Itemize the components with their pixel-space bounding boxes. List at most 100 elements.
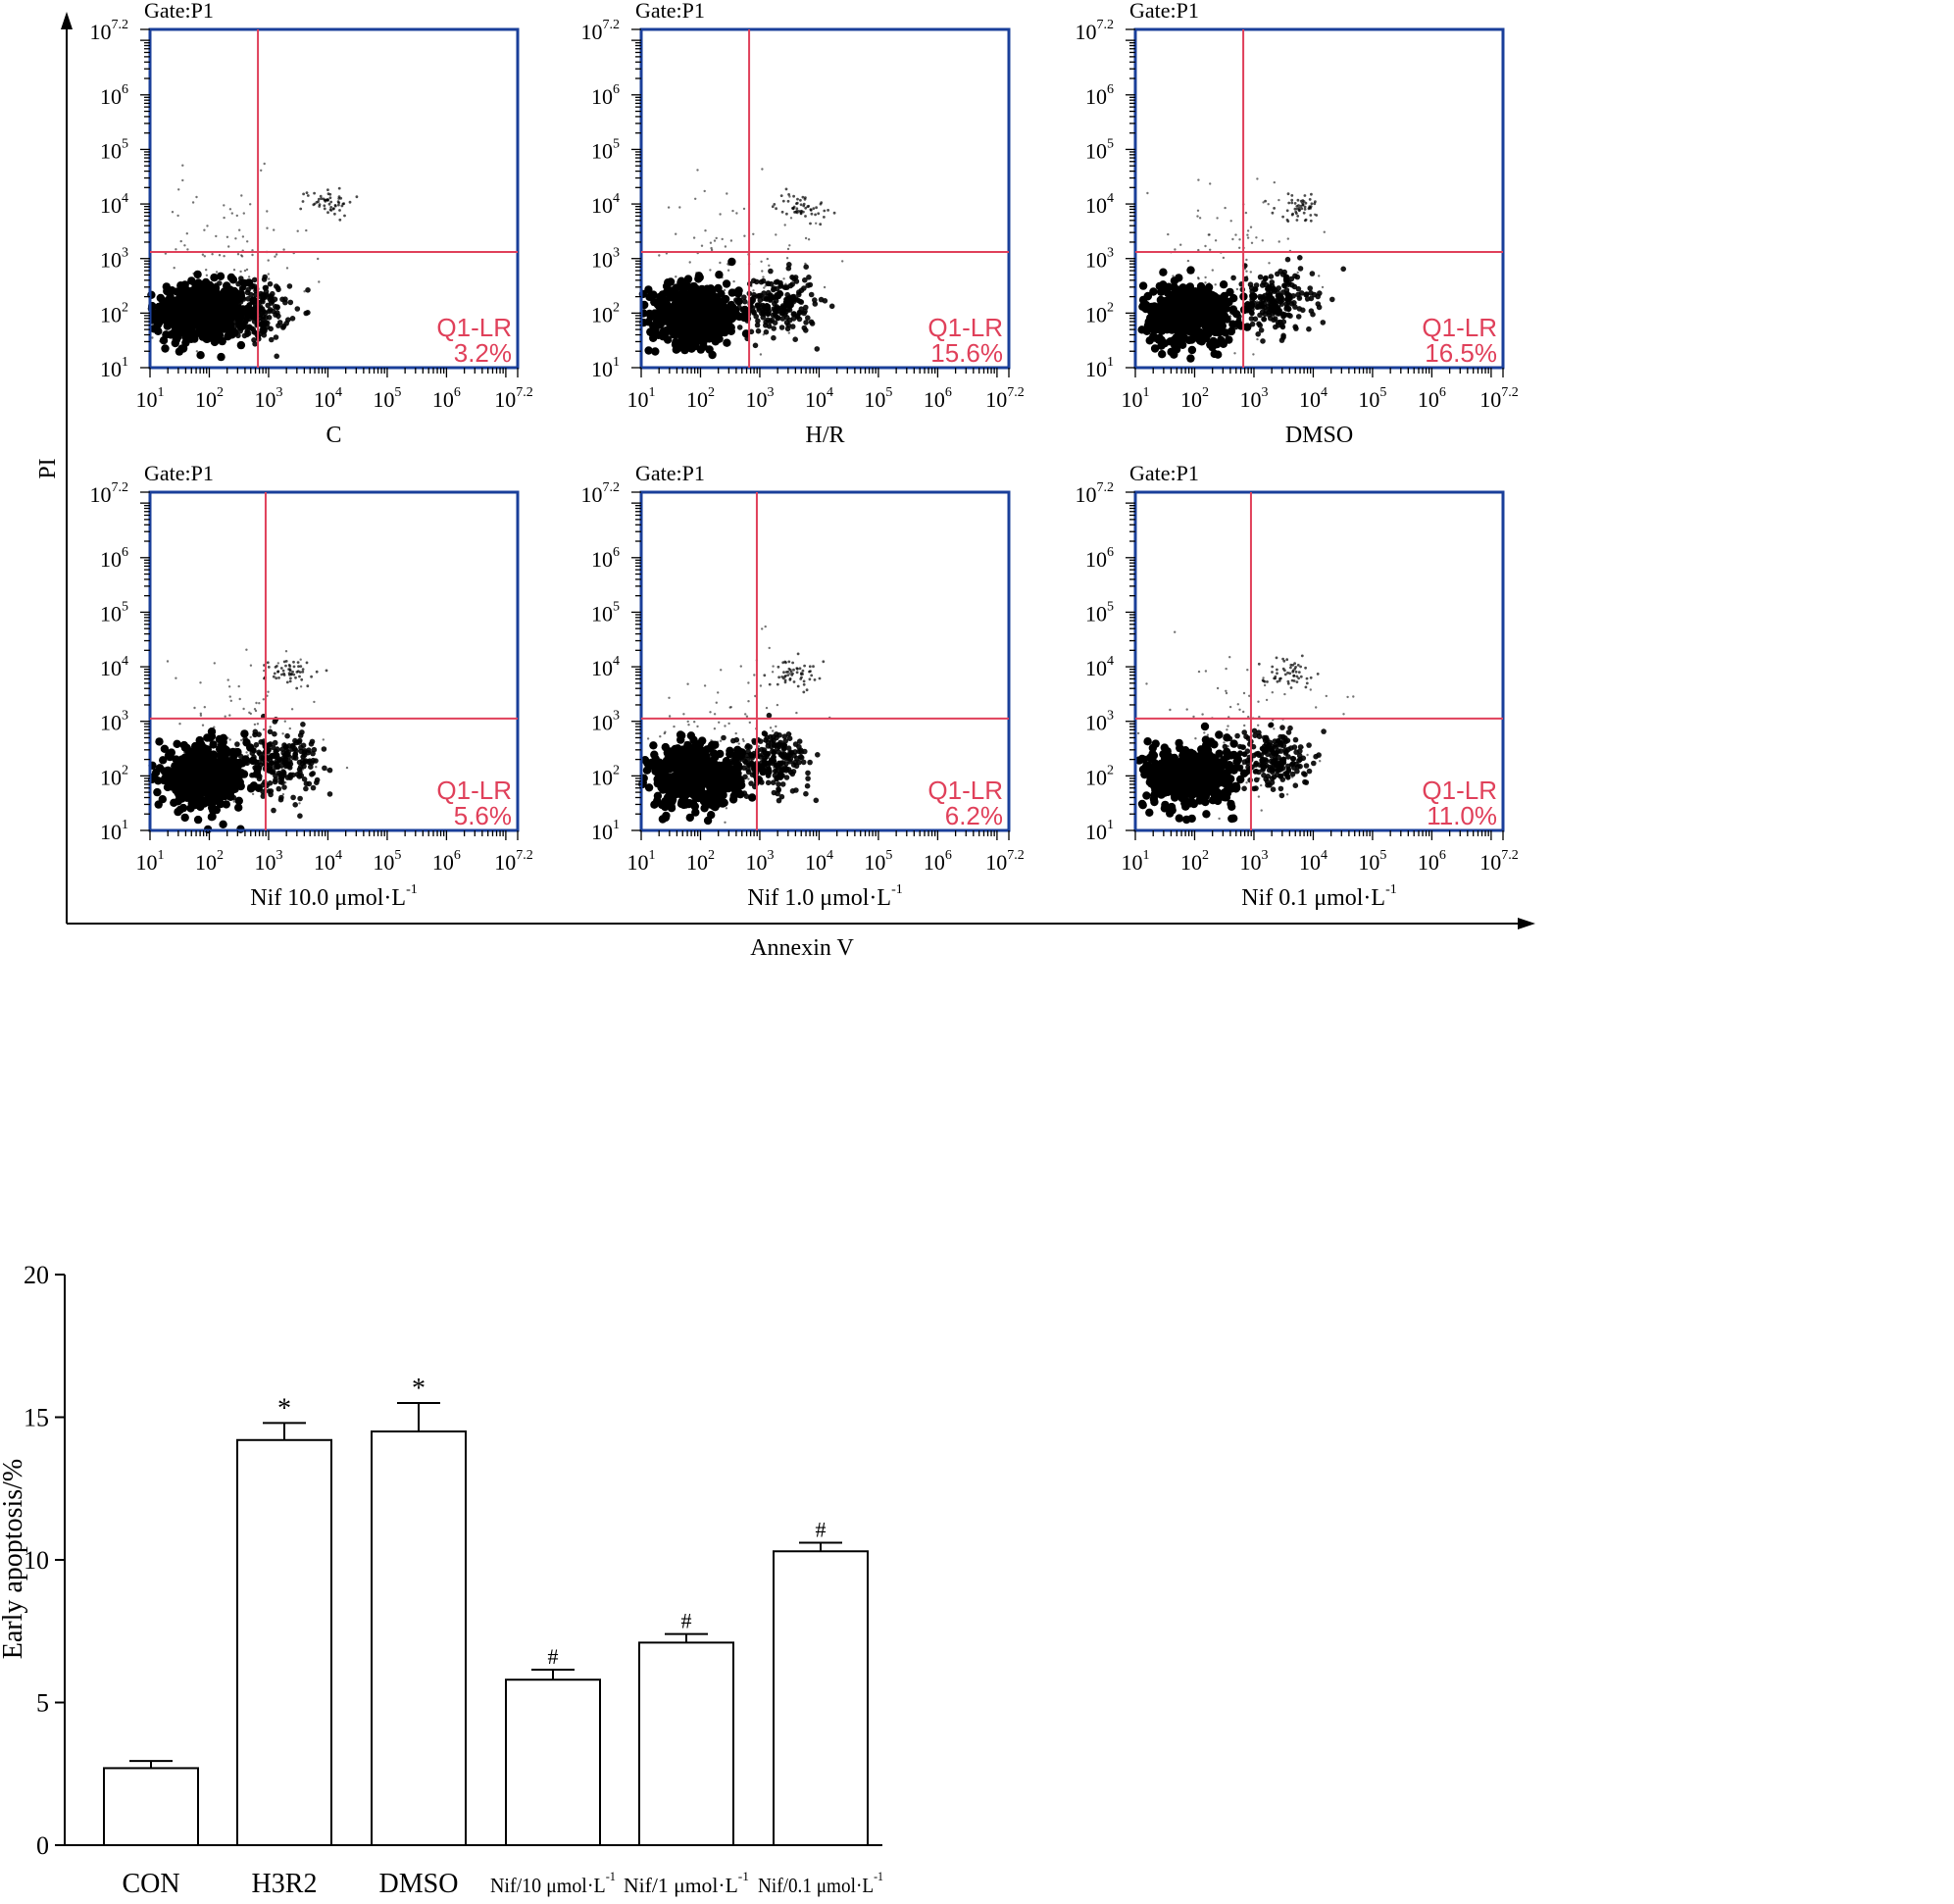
event-dot bbox=[1290, 201, 1294, 205]
event-dot bbox=[787, 301, 793, 307]
event-dot bbox=[803, 327, 809, 333]
event-dot bbox=[235, 332, 241, 339]
event-dot bbox=[230, 212, 233, 215]
event-dot bbox=[294, 772, 301, 777]
event-dot bbox=[235, 788, 238, 791]
event-dot bbox=[688, 261, 691, 264]
event-dot bbox=[321, 746, 327, 752]
event-dot bbox=[266, 210, 269, 213]
upper-right-population bbox=[263, 660, 328, 690]
event-dot bbox=[240, 194, 243, 197]
event-dot bbox=[1278, 198, 1280, 202]
event-dot bbox=[254, 709, 258, 713]
event-dot bbox=[238, 285, 245, 291]
event-dot bbox=[292, 673, 296, 676]
event-dot bbox=[201, 724, 205, 727]
event-dot bbox=[1167, 232, 1170, 236]
event-dot bbox=[211, 741, 215, 744]
event-dot bbox=[759, 353, 763, 356]
event-dot bbox=[315, 670, 319, 674]
event-dot bbox=[785, 768, 788, 771]
event-dot bbox=[232, 800, 235, 803]
event-dot bbox=[228, 738, 231, 741]
gate-label: Gate:P1 bbox=[144, 0, 214, 23]
event-dot bbox=[203, 298, 209, 304]
event-dot bbox=[159, 339, 162, 343]
event-dot bbox=[275, 253, 278, 256]
event-dot bbox=[758, 279, 761, 282]
panel-caption: Nif 10.0 μmol·L-1 bbox=[250, 882, 418, 911]
event-dot bbox=[802, 748, 808, 755]
event-dot bbox=[251, 249, 254, 252]
event-dot bbox=[1197, 248, 1200, 252]
event-dot bbox=[807, 759, 813, 766]
event-dot bbox=[329, 209, 333, 212]
event-dot bbox=[808, 665, 812, 669]
event-dot bbox=[1190, 287, 1200, 296]
event-dot bbox=[337, 203, 340, 207]
event-dot bbox=[276, 323, 281, 328]
event-dot bbox=[287, 299, 294, 306]
event-dot bbox=[277, 778, 284, 785]
event-dot bbox=[312, 203, 316, 207]
y-tick-label: 105 bbox=[100, 136, 128, 163]
event-dot bbox=[1208, 288, 1212, 292]
event-dot bbox=[705, 776, 709, 779]
event-dot bbox=[180, 302, 189, 311]
event-dot bbox=[771, 671, 775, 674]
event-dot bbox=[153, 787, 162, 797]
event-dot bbox=[700, 764, 710, 773]
event-dot bbox=[726, 269, 730, 272]
event-dot bbox=[246, 302, 252, 309]
event-dot bbox=[206, 225, 209, 227]
event-dot bbox=[780, 741, 784, 745]
event-dot bbox=[813, 678, 817, 681]
event-dot bbox=[298, 802, 301, 805]
event-dot bbox=[338, 209, 341, 212]
event-dot bbox=[769, 727, 773, 729]
event-dot bbox=[790, 275, 793, 278]
event-dot bbox=[1296, 306, 1303, 312]
y-tick-label: 102 bbox=[591, 300, 620, 326]
event-dot bbox=[1189, 328, 1199, 337]
event-dot bbox=[762, 750, 769, 756]
event-dot bbox=[234, 293, 241, 299]
event-dot bbox=[289, 673, 293, 676]
event-dot bbox=[650, 800, 659, 809]
event-dot bbox=[803, 790, 809, 797]
event-dot bbox=[768, 268, 774, 275]
event-dot bbox=[804, 236, 808, 240]
event-dot bbox=[675, 232, 677, 235]
y-tick-label: 102 bbox=[1085, 300, 1114, 326]
event-dot bbox=[1208, 310, 1211, 313]
event-dot bbox=[181, 164, 184, 167]
event-dot bbox=[785, 257, 789, 260]
event-dot bbox=[274, 353, 280, 360]
event-dot bbox=[787, 193, 790, 196]
x-tick-label: 101 bbox=[627, 385, 656, 412]
event-dot bbox=[658, 783, 667, 792]
event-dot bbox=[775, 725, 777, 728]
event-dot bbox=[285, 680, 289, 684]
event-dot bbox=[230, 794, 237, 801]
event-dot bbox=[235, 280, 241, 287]
event-dot bbox=[1150, 344, 1160, 353]
event-dot bbox=[245, 648, 248, 651]
event-dot bbox=[773, 298, 779, 304]
event-dot bbox=[752, 755, 756, 759]
event-dot bbox=[747, 777, 750, 780]
event-dot bbox=[793, 763, 800, 770]
event-dot bbox=[1249, 225, 1253, 228]
event-dot bbox=[1301, 199, 1305, 202]
event-dot bbox=[709, 711, 712, 714]
event-dot bbox=[238, 228, 241, 231]
event-dot bbox=[731, 209, 734, 213]
event-dot bbox=[288, 669, 292, 673]
event-dot bbox=[258, 702, 261, 705]
event-dot bbox=[238, 697, 241, 701]
event-dot bbox=[281, 669, 285, 673]
event-dot bbox=[231, 305, 237, 312]
event-dot bbox=[217, 352, 225, 362]
event-dot bbox=[1303, 208, 1307, 211]
event-dot bbox=[196, 744, 199, 747]
